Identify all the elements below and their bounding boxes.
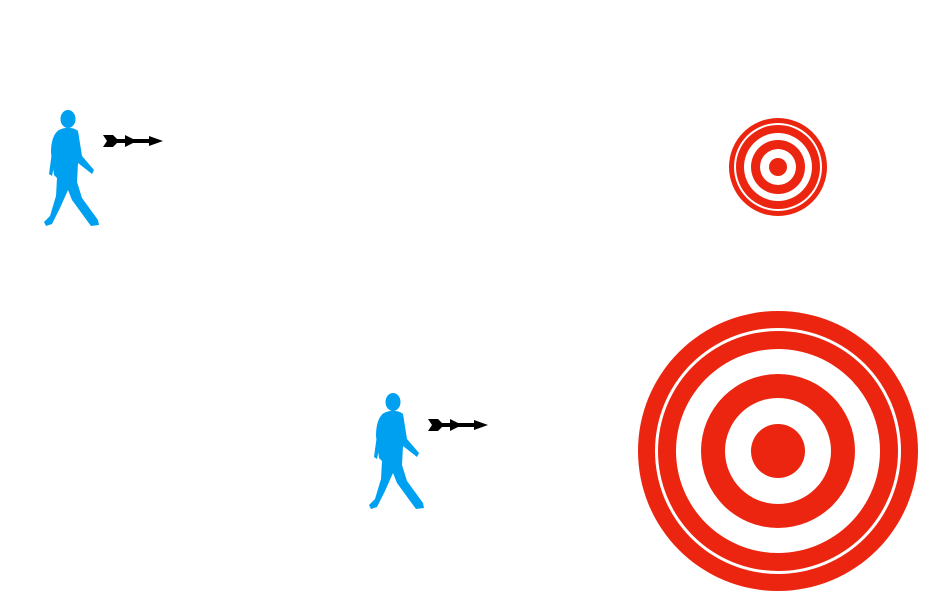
scene-near bbox=[369, 311, 918, 591]
walking-person-icon bbox=[44, 110, 99, 226]
target-icon bbox=[638, 311, 918, 591]
dart-icon bbox=[103, 135, 163, 147]
scene-far bbox=[44, 110, 827, 226]
walking-person-icon bbox=[369, 393, 424, 509]
target-icon bbox=[729, 118, 827, 216]
dart-icon bbox=[428, 419, 488, 431]
